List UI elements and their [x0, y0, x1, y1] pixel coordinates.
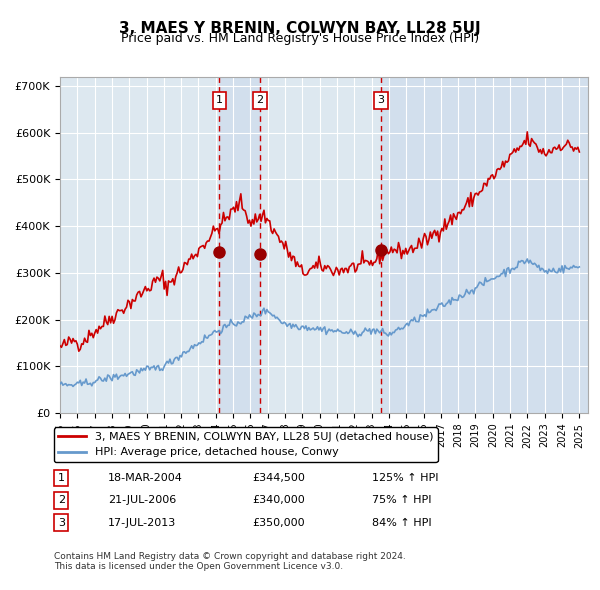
Text: £340,000: £340,000	[252, 496, 305, 505]
Bar	[260, 77, 381, 413]
Bar	[381, 77, 588, 413]
Text: 75% ↑ HPI: 75% ↑ HPI	[372, 496, 431, 505]
Text: 18-MAR-2004: 18-MAR-2004	[108, 473, 183, 483]
Text: 3, MAES Y BRENIN, COLWYN BAY, LL28 5UJ: 3, MAES Y BRENIN, COLWYN BAY, LL28 5UJ	[119, 21, 481, 35]
Text: 21-JUL-2006: 21-JUL-2006	[108, 496, 176, 505]
Text: £350,000: £350,000	[252, 518, 305, 527]
Text: Contains HM Land Registry data © Crown copyright and database right 2024.
This d: Contains HM Land Registry data © Crown c…	[54, 552, 406, 571]
Text: 2: 2	[58, 496, 65, 505]
Text: 125% ↑ HPI: 125% ↑ HPI	[372, 473, 439, 483]
Text: 3: 3	[377, 95, 385, 105]
Text: 1: 1	[58, 473, 65, 483]
Text: £344,500: £344,500	[252, 473, 305, 483]
Text: 1: 1	[216, 95, 223, 105]
Text: 3: 3	[58, 518, 65, 527]
Text: 2: 2	[256, 95, 263, 105]
Bar	[220, 77, 260, 413]
Text: 17-JUL-2013: 17-JUL-2013	[108, 518, 176, 527]
Text: Price paid vs. HM Land Registry's House Price Index (HPI): Price paid vs. HM Land Registry's House …	[121, 32, 479, 45]
Text: 84% ↑ HPI: 84% ↑ HPI	[372, 518, 431, 527]
Legend: 3, MAES Y BRENIN, COLWYN BAY, LL28 5UJ (detached house), HPI: Average price, det: 3, MAES Y BRENIN, COLWYN BAY, LL28 5UJ (…	[53, 427, 437, 462]
